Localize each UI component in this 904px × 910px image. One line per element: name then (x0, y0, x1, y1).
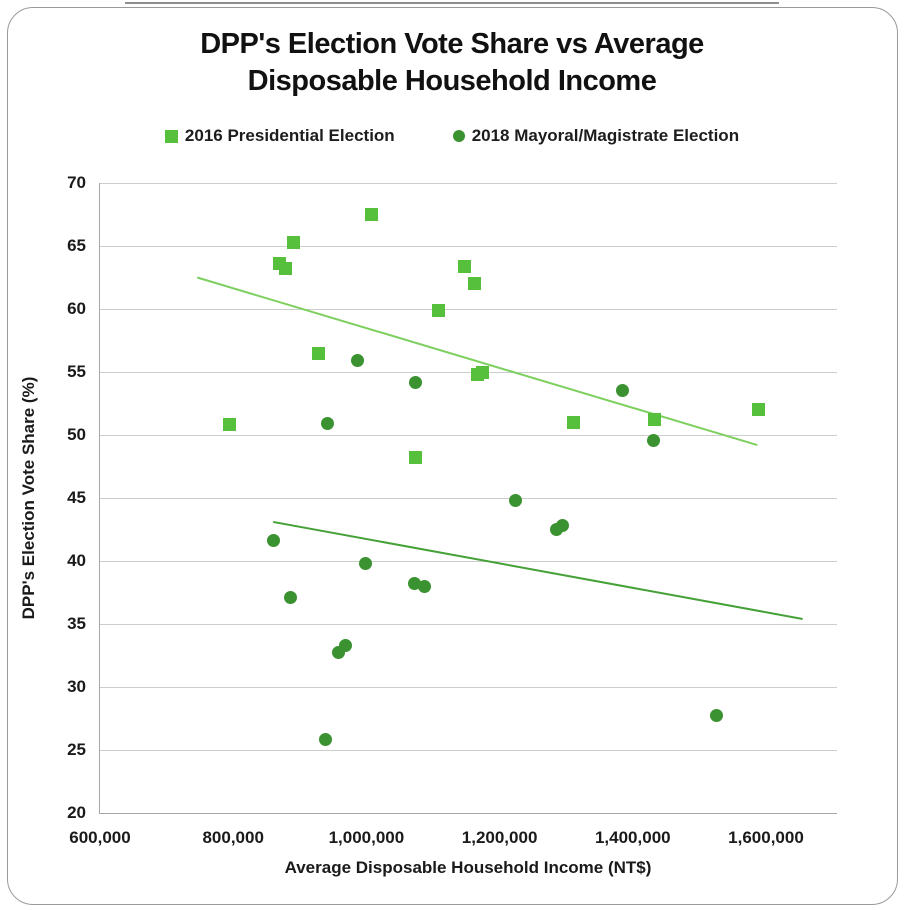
gridline-y-25 (99, 750, 837, 751)
data-point-2016 (365, 208, 379, 221)
y-tick-label: 35 (67, 614, 86, 633)
y-tick-label: 40 (67, 551, 86, 570)
data-point-2016 (278, 262, 292, 276)
data-point-2018 (321, 417, 335, 431)
gridline-y-35 (99, 624, 837, 625)
data-point-2018 (338, 638, 352, 652)
y-tick-label: 60 (67, 299, 86, 318)
data-point-2018 (709, 709, 723, 723)
y-tick-label: 25 (67, 740, 86, 759)
gridline-y-65 (99, 246, 837, 247)
legend-label-2018: 2018 Mayoral/Magistrate Election (471, 126, 740, 145)
y-tick-label: 70 (67, 173, 86, 192)
legend-label-2016: 2016 Presidential Election (184, 126, 395, 145)
data-point-2016 (286, 235, 300, 249)
data-point-2016 (222, 418, 236, 432)
gridline-y-55 (99, 372, 837, 373)
y-tick-label: 20 (67, 803, 86, 822)
x-tick-label: 1,200,000 (461, 828, 538, 847)
y-axis-line (99, 183, 100, 813)
x-tick-label: 800,000 (202, 828, 264, 847)
y-tick-label: 55 (67, 362, 86, 381)
legend-item-2018: 2018 Mayoral/Magistrate Election (452, 126, 740, 146)
data-point-2018 (646, 433, 660, 447)
data-point-2018 (266, 534, 280, 548)
y-tick-label: 50 (67, 425, 86, 444)
y-tick-label: 65 (67, 236, 86, 255)
data-point-2018 (407, 577, 421, 591)
data-point-2016 (311, 346, 325, 360)
data-point-2016 (467, 277, 481, 291)
data-point-2018 (408, 375, 422, 389)
chart-card (7, 7, 898, 905)
x-tick-label: 1,400,000 (594, 828, 671, 847)
x-tick-label: 600,000 (69, 828, 131, 847)
gridline-y-45 (99, 498, 837, 499)
data-point-2016 (431, 303, 445, 317)
data-point-2016 (647, 413, 661, 427)
gridline-y-50 (99, 435, 837, 436)
gridline-y-20 (99, 813, 837, 814)
data-point-2018 (615, 384, 629, 398)
data-point-2016 (408, 451, 422, 465)
chart-title-line1: DPP's Election Vote Share vs Average (200, 28, 704, 60)
x-axis-title: Average Disposable Household Income (NT$… (284, 858, 652, 877)
gridline-y-70 (99, 183, 837, 184)
data-point-2018 (350, 354, 364, 368)
data-point-2018 (556, 519, 570, 533)
data-point-2016 (567, 415, 581, 429)
gridline-y-60 (99, 309, 837, 310)
data-point-2018 (509, 494, 523, 508)
chart-title-line2: Disposable Household Income (247, 65, 657, 97)
legend-item-2016: 2016 Presidential Election (164, 126, 395, 146)
data-point-2016 (475, 365, 489, 379)
chart-title: DPP's Election Vote Share vs Average Dis… (0, 26, 904, 100)
data-point-2018 (283, 591, 297, 605)
x-tick-label: 1,000,000 (328, 828, 405, 847)
data-point-2018 (417, 579, 431, 593)
gridline-y-40 (99, 561, 837, 562)
data-point-2016 (752, 403, 766, 417)
legend-square-swatch-icon (164, 129, 178, 143)
data-point-2016 (458, 259, 472, 273)
gridline-y-30 (99, 687, 837, 688)
y-tick-label: 30 (67, 677, 86, 696)
legend-circle-swatch-icon (452, 130, 465, 142)
top-divider-rule (125, 2, 779, 4)
legend: 2016 Presidential Election 2018 Mayoral/… (0, 126, 904, 146)
data-point-2018 (359, 557, 373, 571)
data-point-2018 (319, 733, 333, 747)
x-tick-label: 1,600,000 (728, 828, 804, 847)
y-tick-label: 45 (67, 488, 86, 507)
